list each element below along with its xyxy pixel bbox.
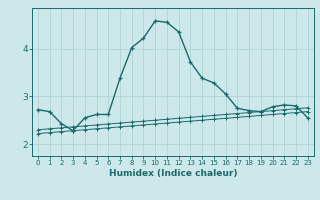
- X-axis label: Humidex (Indice chaleur): Humidex (Indice chaleur): [108, 169, 237, 178]
